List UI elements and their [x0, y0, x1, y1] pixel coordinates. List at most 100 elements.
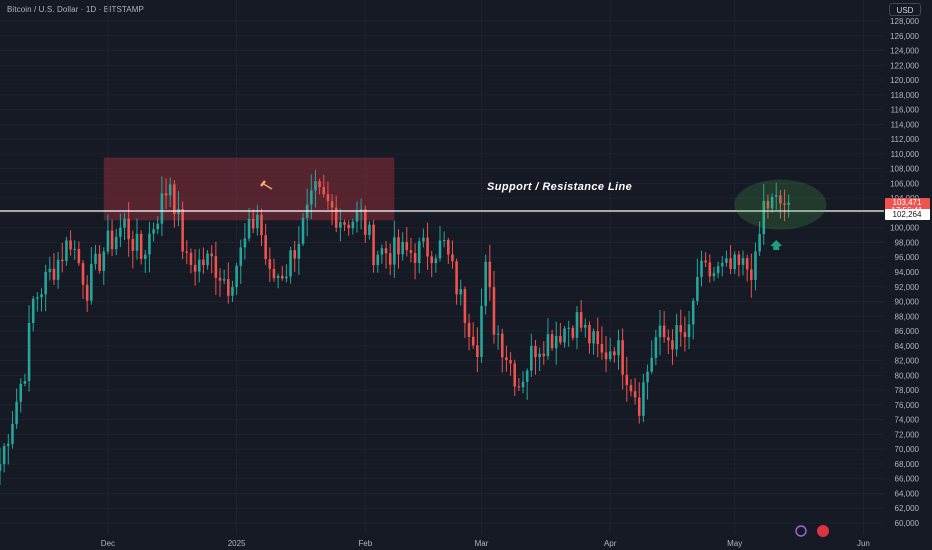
- y-tick-label: 96,000: [895, 253, 920, 262]
- candle-body: [671, 340, 674, 350]
- candle: [189, 248, 193, 274]
- candle: [521, 371, 525, 394]
- candle-body: [123, 218, 126, 228]
- candle: [438, 225, 442, 262]
- candle: [720, 256, 724, 277]
- candle: [613, 347, 616, 363]
- candle-body: [426, 237, 429, 257]
- candle: [2, 443, 6, 473]
- candle: [716, 261, 720, 279]
- candle: [36, 292, 39, 312]
- candle-body: [393, 237, 396, 265]
- candle: [81, 259, 85, 300]
- candle-body: [173, 184, 176, 214]
- candle: [571, 325, 575, 341]
- candle-body: [608, 351, 612, 360]
- candle: [197, 248, 201, 283]
- candle: [123, 212, 126, 241]
- candle: [409, 237, 413, 263]
- candle: [583, 318, 587, 338]
- candle-body: [422, 237, 425, 242]
- candle: [500, 328, 504, 373]
- candle-body: [73, 248, 77, 250]
- candle: [193, 249, 197, 286]
- x-tick-label: Apr: [604, 539, 617, 548]
- candle-body: [339, 222, 342, 228]
- y-tick-label: 90,000: [895, 298, 920, 307]
- candle: [181, 201, 184, 260]
- current-price-value: 103,471: [893, 198, 922, 207]
- candle-body: [7, 443, 10, 447]
- candle: [251, 209, 255, 234]
- candle: [301, 212, 305, 247]
- candle-body: [23, 381, 27, 384]
- candle-body: [642, 382, 645, 416]
- hammer-icon: [260, 180, 273, 190]
- candle-body: [509, 360, 512, 364]
- candle-body: [243, 238, 247, 248]
- currency-badge[interactable]: USD: [889, 3, 921, 16]
- y-tick-label: 72,000: [895, 430, 920, 439]
- y-tick-label: 82,000: [895, 357, 920, 366]
- candle: [202, 247, 205, 274]
- candle: [77, 241, 81, 266]
- candle-body: [762, 200, 766, 235]
- candle: [231, 280, 234, 302]
- candle-body: [667, 337, 670, 341]
- y-tick-label: 88,000: [895, 312, 920, 321]
- candle: [397, 229, 400, 269]
- candle-body: [737, 254, 741, 265]
- candle: [712, 267, 716, 282]
- candle-body: [691, 300, 695, 325]
- candle: [372, 220, 375, 273]
- candle: [766, 194, 770, 219]
- candle: [401, 232, 404, 261]
- candle-body: [712, 273, 716, 277]
- candle: [214, 241, 218, 295]
- candle-body: [413, 253, 417, 263]
- candle: [227, 262, 230, 304]
- y-tick-label: 94,000: [895, 268, 920, 277]
- candle-body: [521, 381, 525, 388]
- candle: [629, 379, 633, 397]
- candle: [754, 242, 757, 291]
- candle-body: [696, 276, 699, 301]
- candle: [563, 325, 566, 348]
- candle: [600, 326, 604, 360]
- candle-body: [447, 240, 450, 255]
- y-tick-label: 110,000: [891, 150, 920, 159]
- candle-body: [152, 229, 155, 234]
- candle: [264, 223, 267, 265]
- symbol-title[interactable]: Bitcoin / U.S. Dollar · 1D · BITSTAMP: [7, 5, 144, 14]
- candle-body: [451, 254, 454, 262]
- candle-body: [430, 256, 433, 264]
- candle-body: [546, 334, 550, 357]
- y-tick-label: 114,000: [891, 120, 920, 129]
- candle: [168, 177, 172, 208]
- up-arrow-icon: [770, 240, 783, 250]
- candle: [704, 252, 707, 268]
- candle-body: [131, 239, 135, 251]
- candle-body: [318, 181, 321, 188]
- candle: [94, 244, 97, 270]
- candle: [380, 244, 384, 264]
- candle: [173, 180, 176, 228]
- candle-body: [36, 297, 39, 299]
- candle: [671, 329, 674, 365]
- candle: [559, 323, 562, 345]
- candle: [276, 273, 280, 289]
- price-tags: 103,47117:56:41102,264: [885, 198, 930, 220]
- candle: [69, 230, 72, 256]
- candle: [662, 311, 666, 343]
- candle: [675, 313, 678, 357]
- candle: [447, 237, 450, 265]
- y-tick-label: 68,000: [895, 460, 920, 469]
- candle-body: [0, 464, 2, 471]
- candle-body: [372, 224, 375, 266]
- candle-body: [388, 253, 392, 265]
- candle: [152, 222, 155, 242]
- candle-body: [592, 331, 595, 344]
- y-tick-label: 112,000: [891, 135, 920, 144]
